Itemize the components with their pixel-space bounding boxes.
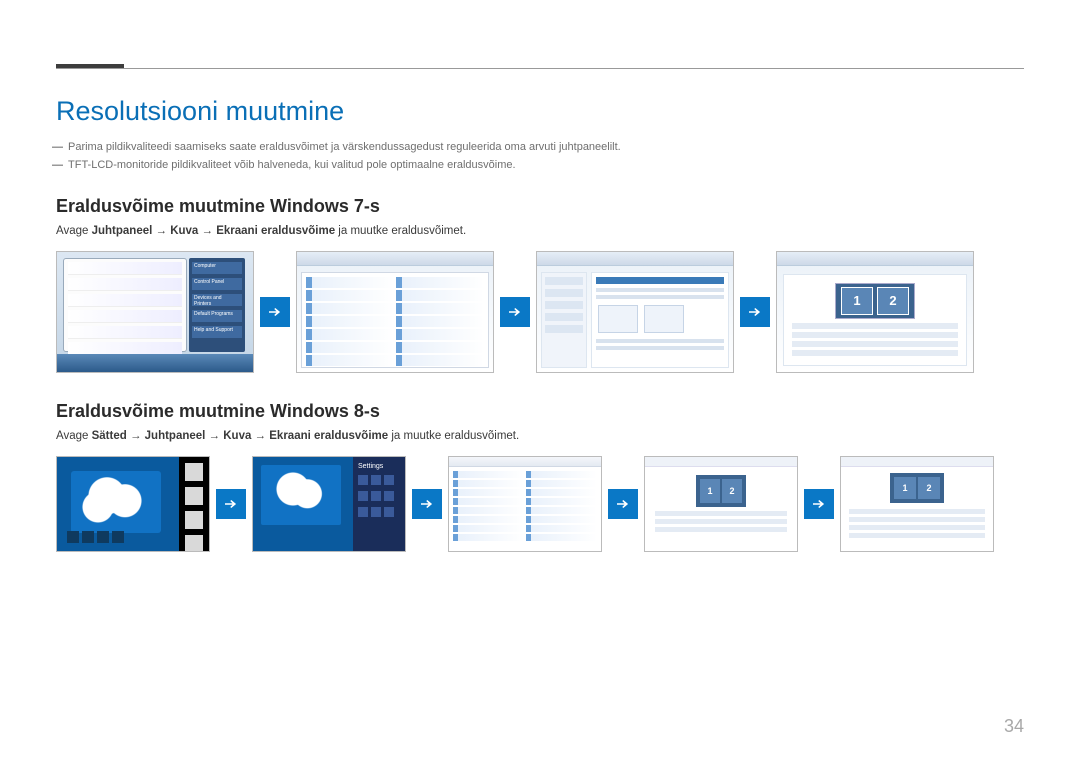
screenshot-win8-resolution: 1 2 (840, 456, 994, 552)
start-side-item: Computer (192, 262, 242, 274)
instruction-win8: Avage Sätted → Juhtpaneel → Kuva → Ekraa… (56, 430, 1024, 442)
instr-prefix: Avage (56, 225, 92, 237)
instruction-win7: Avage Juhtpaneel → Kuva → Ekraani eraldu… (56, 225, 1024, 237)
screenshot-win7-display (536, 251, 734, 373)
monitor-badge: 1 (894, 477, 916, 499)
instr-suffix: ja muutke eraldusvõimet. (335, 225, 466, 237)
instr-bold: Sätted → Juhtpaneel → Kuva → Ekraani era… (92, 430, 389, 442)
section-heading-win8: Eraldusvõime muutmine Windows 8-s (56, 401, 1024, 422)
screenshot-row-win7: Computer Control Panel Devices and Print… (56, 251, 1024, 373)
top-rule (56, 68, 1024, 69)
screenshot-win8-display: 1 2 (644, 456, 798, 552)
monitor-badge: 2 (918, 477, 940, 499)
settings-title: Settings (353, 457, 405, 472)
start-side-item: Control Panel (192, 278, 242, 290)
section-heading-win7: Eraldusvõime muutmine Windows 7-s (56, 196, 1024, 217)
screenshot-win8-charms (56, 456, 210, 552)
page-title: Resolutsiooni muutmine (56, 96, 1024, 127)
screenshot-win8-settings: Settings (252, 456, 406, 552)
screenshot-win8-control-panel (448, 456, 602, 552)
arrow-icon (216, 489, 246, 519)
arrow-icon (804, 489, 834, 519)
arrow-icon (500, 297, 530, 327)
start-side-item: Devices and Printers (192, 294, 242, 306)
monitor-badge: 2 (877, 287, 909, 315)
monitor-badge: 2 (722, 479, 742, 503)
intro-notes: Parima pildikvaliteedi saamiseks saate e… (56, 139, 1024, 174)
note-line: TFT-LCD-monitoride pildikvaliteet võib h… (56, 157, 1024, 175)
screenshot-row-win8: Settings 1 2 (56, 456, 1024, 552)
page-number: 34 (1004, 716, 1024, 737)
monitor-badge: 1 (841, 287, 873, 315)
start-side-item: Default Programs (192, 310, 242, 322)
note-line: Parima pildikvaliteedi saamiseks saate e… (56, 139, 1024, 157)
start-side-item: Help and Support (192, 326, 242, 338)
instr-prefix: Avage (56, 430, 92, 442)
instr-suffix: ja muutke eraldusvõimet. (388, 430, 519, 442)
screenshot-win7-start-menu: Computer Control Panel Devices and Print… (56, 251, 254, 373)
arrow-icon (260, 297, 290, 327)
screenshot-win7-control-panel (296, 251, 494, 373)
arrow-icon (608, 489, 638, 519)
screenshot-win7-resolution: 1 2 (776, 251, 974, 373)
arrow-icon (740, 297, 770, 327)
monitor-badge: 1 (700, 479, 720, 503)
page-content: Resolutsiooni muutmine Parima pildikvali… (56, 0, 1024, 552)
instr-bold: Juhtpaneel → Kuva → Ekraani eraldusvõime (92, 225, 336, 237)
arrow-icon (412, 489, 442, 519)
